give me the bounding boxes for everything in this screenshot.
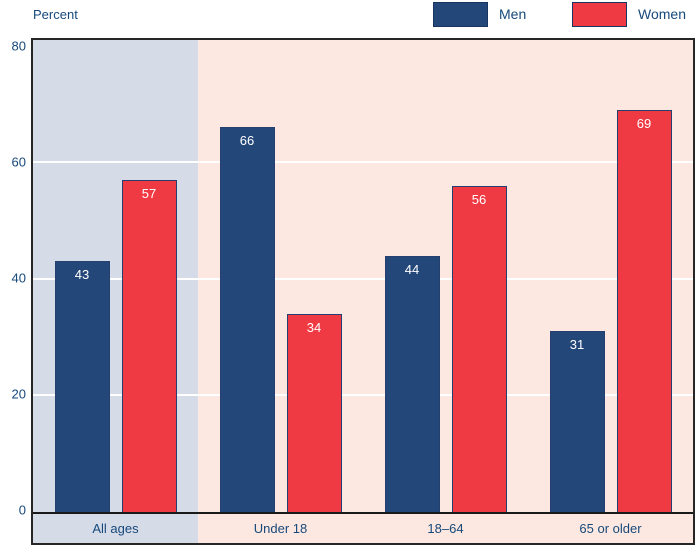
- bar-women-all-ages: 57: [121, 179, 177, 512]
- category-axis: All ages Under 18 18–64 65 or older: [33, 512, 693, 543]
- gridline-40: [33, 277, 693, 280]
- y-axis: 0 20 40 60 80: [0, 38, 26, 516]
- category-label-18-64: 18–64: [427, 521, 464, 536]
- category-label-65-or-older: 65 or older: [579, 521, 642, 536]
- bar-value-women-18-64: 56: [471, 191, 487, 207]
- category-section-18-64: 18–64: [363, 514, 528, 543]
- plot-section-all-ages: 43 57: [33, 40, 198, 512]
- legend-label-women: Women: [638, 6, 686, 22]
- bar-value-women-65-or-older: 69: [636, 115, 652, 131]
- legend-swatch-men: [433, 2, 488, 27]
- legend-label-men: Men: [499, 6, 527, 22]
- y-tick-60: 60: [11, 154, 26, 170]
- y-tick-0: 0: [18, 502, 26, 518]
- plot-section-under-18: 66 34: [198, 40, 363, 512]
- bar-value-men-65-or-older: 31: [569, 337, 585, 353]
- gridline-60: [33, 161, 693, 164]
- category-section-under-18: Under 18: [198, 514, 363, 543]
- bar-value-men-all-ages: 43: [74, 267, 90, 283]
- plot-area: 43 57 66 34 44 56 31 69: [33, 40, 693, 512]
- bar-value-men-18-64: 44: [404, 261, 420, 277]
- bar-men-65-or-older: 31: [549, 331, 605, 512]
- bar-value-women-all-ages: 57: [141, 185, 157, 201]
- legend-swatch-women: [572, 2, 627, 27]
- category-section-65-or-older: 65 or older: [528, 514, 693, 543]
- bar-value-women-under-18: 34: [306, 319, 322, 335]
- bar-women-18-64: 56: [451, 185, 507, 512]
- y-tick-80: 80: [11, 38, 26, 54]
- y-tick-20: 20: [11, 386, 26, 402]
- bar-men-all-ages: 43: [54, 261, 110, 512]
- plot-frame: 43 57 66 34 44 56 31 69 All ages Under 18 18–64 65…: [31, 38, 695, 545]
- plot-section-65-or-older: 31 69: [528, 40, 693, 512]
- bar-women-under-18: 34: [286, 313, 342, 512]
- y-tick-40: 40: [11, 270, 26, 286]
- gridline-20: [33, 394, 693, 397]
- plot-sections: 43 57 66 34 44 56 31 69: [33, 40, 693, 512]
- y-axis-title: Percent: [33, 7, 78, 22]
- bar-women-65-or-older: 69: [616, 109, 672, 512]
- bar-men-under-18: 66: [219, 127, 275, 512]
- plot-section-18-64: 44 56: [363, 40, 528, 512]
- category-label-under-18: Under 18: [253, 521, 308, 536]
- category-label-all-ages: All ages: [92, 521, 139, 536]
- bar-men-18-64: 44: [384, 255, 440, 512]
- bar-value-men-under-18: 66: [239, 133, 255, 149]
- category-section-all-ages: All ages: [33, 514, 198, 543]
